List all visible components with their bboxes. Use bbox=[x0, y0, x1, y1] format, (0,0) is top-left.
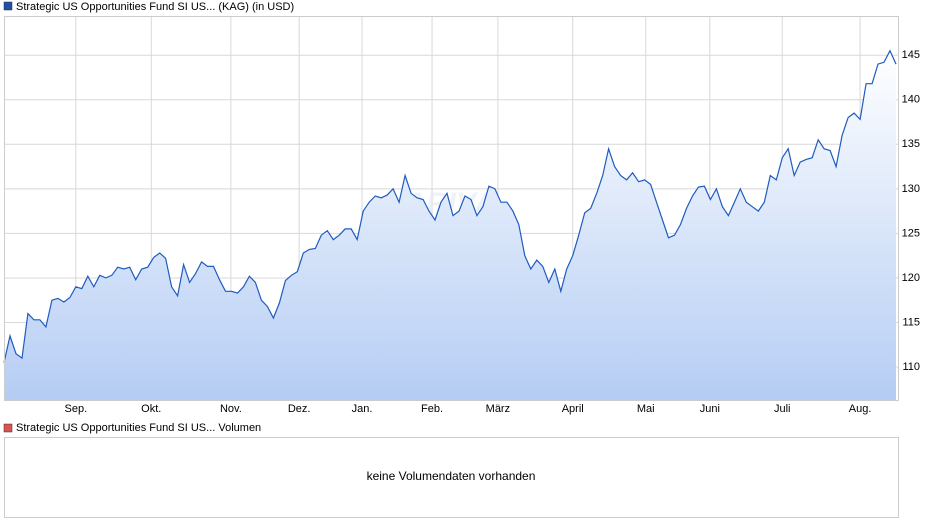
y-tick-label: 130 bbox=[902, 183, 920, 195]
legend-swatch bbox=[3, 1, 13, 11]
x-tick-label: Okt. bbox=[141, 403, 161, 415]
x-tick-label: Juni bbox=[700, 403, 720, 415]
price-line bbox=[3, 49, 897, 363]
y-tick-label: 135 bbox=[902, 138, 920, 150]
y-tick-label: 140 bbox=[902, 94, 920, 106]
y-tick-label: 145 bbox=[902, 49, 920, 61]
legend-swatch bbox=[3, 423, 13, 433]
legend-label: Strategic US Opportunities Fund SI US...… bbox=[16, 422, 261, 434]
x-tick-label: Mai bbox=[637, 403, 655, 415]
volume-frame bbox=[4, 437, 899, 518]
x-tick-label: Sep. bbox=[65, 403, 88, 415]
y-tick-label: 120 bbox=[902, 272, 920, 284]
area bbox=[4, 50, 896, 400]
x-tick-label: Juli bbox=[774, 403, 791, 415]
x-tick-label: März bbox=[486, 403, 510, 415]
y-tick-label: 110 bbox=[902, 361, 920, 373]
y-tick-label: 125 bbox=[902, 227, 920, 239]
y-tick-label: 115 bbox=[902, 316, 920, 328]
empty-message: keine Volumendaten vorhanden bbox=[367, 469, 536, 483]
x-tick-label: Feb. bbox=[421, 403, 443, 415]
x-tick-label: April bbox=[562, 403, 584, 415]
legend-label: Strategic US Opportunities Fund SI US...… bbox=[16, 1, 294, 13]
x-tick-label: Dez. bbox=[288, 403, 311, 415]
x-tick-label: Aug. bbox=[849, 403, 872, 415]
plot-frame bbox=[4, 16, 899, 401]
x-tick-label: Nov. bbox=[220, 403, 242, 415]
x-tick-label: Jan. bbox=[352, 403, 373, 415]
